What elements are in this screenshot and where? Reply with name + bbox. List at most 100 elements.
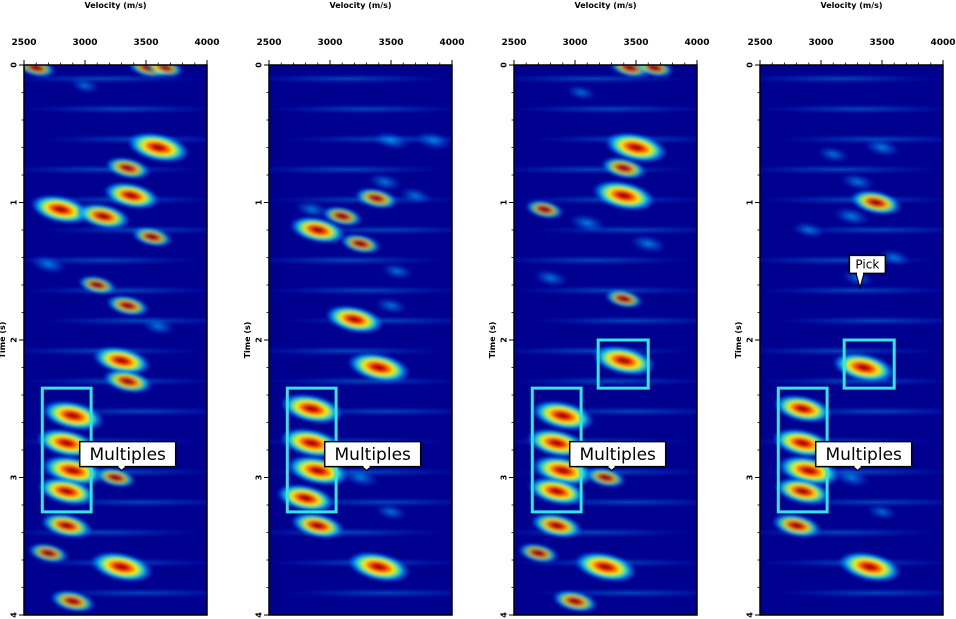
semblance-blob bbox=[838, 551, 902, 583]
semblance-blob bbox=[849, 189, 902, 216]
semblance-blob bbox=[584, 467, 627, 488]
background-streak bbox=[24, 164, 204, 175]
semblance-blob bbox=[863, 138, 901, 157]
semblance-blob bbox=[372, 131, 410, 150]
panel-2: 2500 3000 3500 4000 Velocity (m/s) 0 1 2 3 4 Time … bbox=[243, 1, 465, 618]
background-streak bbox=[269, 164, 449, 175]
semblance-blob bbox=[131, 226, 173, 248]
background-streak bbox=[514, 255, 694, 266]
background-streak bbox=[529, 225, 697, 235]
semblance-blob bbox=[374, 503, 408, 521]
x-tick-label: 4000 bbox=[439, 38, 464, 48]
semblance-blob bbox=[601, 156, 647, 180]
callout-pick: Pick bbox=[848, 254, 887, 290]
background-streak bbox=[529, 315, 697, 326]
semblance-blob bbox=[339, 233, 382, 255]
semblance-blob bbox=[574, 551, 637, 583]
background-streak bbox=[514, 104, 697, 114]
y-tick-label: 0 bbox=[746, 62, 755, 68]
semblance-blob bbox=[592, 345, 656, 376]
semblance-blob bbox=[774, 477, 831, 505]
semblance-blob bbox=[604, 132, 668, 163]
panel-1: 2500 3000 3500 4000 Velocity (m/s) 0 1 2 3 4 Time … bbox=[0, 1, 220, 618]
y-axis-label: Time (s) bbox=[488, 322, 497, 359]
semblance-blob bbox=[29, 255, 67, 274]
callout-box bbox=[78, 440, 177, 468]
semblance-blob bbox=[347, 352, 411, 383]
y-tick-label: 2 bbox=[255, 337, 264, 343]
semblance-blob bbox=[27, 542, 70, 564]
x-tick-label: 3000 bbox=[562, 38, 587, 48]
semblance-blob bbox=[609, 65, 651, 79]
semblance-blob bbox=[140, 317, 176, 336]
y-tick-label: 3 bbox=[746, 475, 755, 481]
semblance-blob bbox=[399, 187, 432, 204]
x-tick-label: 3000 bbox=[808, 38, 833, 48]
x-tick-label: 4000 bbox=[194, 38, 219, 48]
background-streak bbox=[775, 315, 943, 326]
background-streak bbox=[269, 346, 449, 356]
callout-box bbox=[568, 440, 667, 468]
background-streak bbox=[269, 73, 449, 84]
semblance-blob bbox=[40, 512, 93, 539]
semblance-blob bbox=[592, 180, 656, 211]
pick-box bbox=[842, 338, 896, 390]
semblance-blob bbox=[565, 84, 597, 101]
y-axis-label: Time (s) bbox=[0, 322, 7, 359]
background-streak bbox=[760, 285, 943, 296]
callout-multiples: Multiples bbox=[568, 440, 667, 472]
background-streak bbox=[24, 285, 207, 296]
background-streak bbox=[775, 588, 943, 598]
semblance-blob bbox=[792, 221, 826, 239]
semblance-blob bbox=[105, 294, 150, 317]
background-streak bbox=[284, 134, 452, 145]
callout-label: Multiples bbox=[826, 445, 903, 465]
callout-box bbox=[814, 440, 913, 468]
x-tick-label: 2500 bbox=[501, 38, 526, 48]
semblance-blob bbox=[94, 467, 137, 488]
y-tick-label: 3 bbox=[500, 475, 509, 481]
x-tick-label: 3500 bbox=[623, 38, 648, 48]
semblance-blob bbox=[347, 551, 411, 583]
x-axis-label: Velocity (m/s) bbox=[329, 1, 391, 10]
semblance-blob bbox=[342, 468, 379, 487]
semblance-blob bbox=[30, 194, 91, 225]
x-tick-label: 2500 bbox=[11, 38, 36, 48]
semblance-blob bbox=[524, 199, 565, 220]
semblance-blob bbox=[103, 181, 160, 210]
semblance-blob bbox=[144, 65, 184, 78]
semblance-blob bbox=[90, 551, 154, 583]
semblance-blob bbox=[77, 275, 117, 295]
semblance-blob bbox=[24, 65, 56, 78]
y-axis-label: Time (s) bbox=[243, 322, 252, 359]
x-axis-label: Velocity (m/s) bbox=[574, 1, 636, 10]
y-tick-label: 3 bbox=[255, 475, 264, 481]
y-tick-label: 4 bbox=[255, 612, 264, 618]
y-tick-label: 1 bbox=[746, 199, 755, 205]
y-tick-label: 2 bbox=[10, 337, 19, 343]
background-streak bbox=[39, 315, 207, 326]
semblance-blob bbox=[69, 77, 101, 94]
x-tick-label: 2500 bbox=[747, 38, 772, 48]
semblance-blob bbox=[816, 146, 850, 163]
semblance-blob bbox=[354, 187, 399, 210]
x-tick-label: 3000 bbox=[72, 38, 97, 48]
y-tick-label: 1 bbox=[10, 199, 19, 205]
semblance-blob bbox=[833, 206, 870, 226]
x-axis-label: Velocity (m/s) bbox=[820, 1, 882, 10]
background-streak bbox=[514, 527, 694, 538]
semblance-blob bbox=[290, 512, 345, 539]
callout-multiples: Multiples bbox=[323, 440, 422, 472]
background-streak bbox=[760, 164, 940, 175]
semblance-blob bbox=[41, 400, 105, 431]
semblance-blob bbox=[840, 173, 875, 191]
semblance-blob bbox=[276, 483, 335, 513]
semblance-blob bbox=[50, 589, 96, 613]
semblance-blob bbox=[773, 394, 832, 423]
background-streak bbox=[24, 255, 204, 266]
background-streak bbox=[514, 285, 697, 296]
y-tick-label: 0 bbox=[10, 62, 19, 68]
y-tick-label: 2 bbox=[500, 337, 509, 343]
semblance-blob bbox=[92, 346, 151, 375]
background-streak bbox=[24, 104, 207, 114]
